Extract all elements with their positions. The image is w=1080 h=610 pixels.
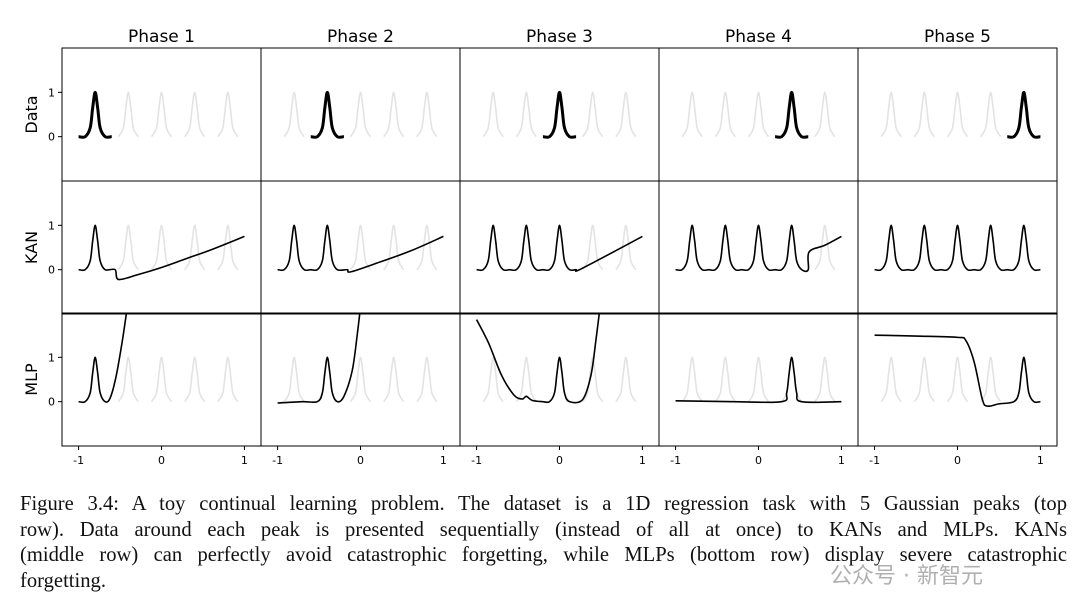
column-title: Phase 5 [924,27,991,47]
curve [542,90,577,139]
y-tick-label: 0 [48,264,55,277]
reference-curve [681,356,836,403]
y-tick-label: 1 [48,351,55,364]
curve [874,334,1041,408]
reference-curve [84,91,239,138]
x-tick-label: 0 [556,454,563,467]
reference-curve [681,224,836,271]
column-title: Phase 4 [725,27,792,47]
panel [475,313,637,404]
x-tick-label: -1 [471,454,482,467]
x-tick-label: 1 [241,454,248,467]
panel [675,224,842,273]
y-tick-label: 0 [48,396,55,409]
curve [1007,90,1041,139]
caption: Figure 3.4: A toy continual learning pro… [20,492,1067,594]
x-tick-label: 0 [755,454,762,467]
y-tick-label: 0 [48,131,55,144]
curve [78,224,245,281]
x-tick-label: 0 [158,454,165,467]
x-tick-label: -1 [670,454,681,467]
panel [476,224,643,273]
caption-line: (middle row) can perfectly avoid catastr… [20,544,1067,566]
y-tick-label: 1 [48,219,55,232]
panel [277,313,438,404]
reference-curve [681,91,836,138]
x-tick-label: 1 [639,454,646,467]
x-tick-label: 1 [838,454,845,467]
curve [277,224,444,273]
caption-line: row). Data around each peak is presented… [20,518,1067,541]
x-tick-label: -1 [272,454,283,467]
panel [78,313,239,404]
x-tick-label: 0 [954,454,961,467]
panel [681,90,836,139]
row-label: Data [22,95,41,133]
column-title: Phase 1 [128,27,195,47]
reference-curve [880,224,1035,271]
curve [78,90,112,139]
caption-line: forgetting. [20,569,106,592]
panel-frame [857,180,1058,315]
x-tick-label: -1 [73,454,84,467]
curve [476,224,643,273]
panel [283,90,438,139]
curve [675,224,842,273]
x-tick-label: 0 [357,454,364,467]
reference-curve [880,356,1035,403]
panel [78,224,245,281]
curve [475,313,601,404]
reference-curve [84,356,239,403]
x-tick-label: 1 [1037,454,1044,467]
panel [880,90,1041,139]
reference-curve [283,91,438,138]
reference-curve [482,356,637,403]
column-title: Phase 3 [526,27,593,47]
panel [874,224,1041,272]
caption-line: Figure 3.4: A toy continual learning pro… [20,493,1067,515]
reference-curve [482,224,637,271]
reference-curve [880,91,1035,138]
panel [874,334,1041,408]
curve [675,356,842,404]
panel [78,90,239,139]
curve [874,224,1041,272]
panel [675,356,842,404]
watermark: 公众号 · 新智元 [830,564,983,589]
curve [277,313,361,404]
panel [277,224,444,273]
reference-curve [283,224,438,271]
panel [482,90,637,139]
row-label: KAN [22,231,41,264]
y-tick-label: 1 [48,86,55,99]
curve [78,313,128,404]
reference-curve [283,356,438,403]
curve [774,90,809,139]
curve [310,90,345,139]
x-tick-label: 1 [440,454,447,467]
x-tick-label: -1 [869,454,880,467]
figure: Phase 1 Phase 2 Phase 3 Phase 4 Phase 5 Data 0… [22,27,1058,467]
column-title: Phase 2 [327,27,394,47]
row-label: MLP [22,363,41,396]
